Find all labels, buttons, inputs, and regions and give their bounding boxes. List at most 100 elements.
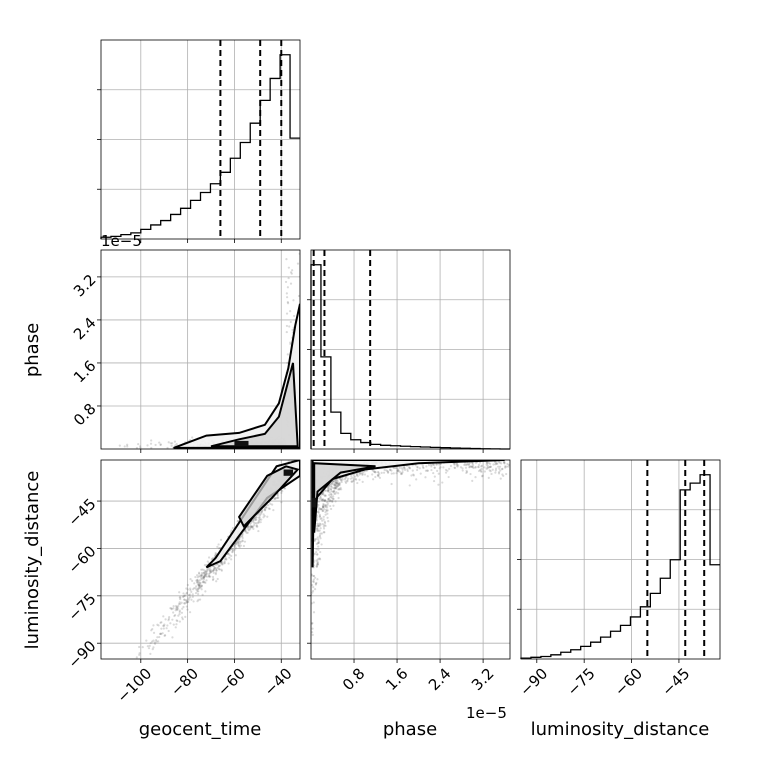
- sample-point: [237, 542, 239, 544]
- sample-point: [436, 470, 438, 472]
- sample-point: [138, 646, 140, 648]
- hist-bar: [561, 652, 571, 659]
- sample-point: [322, 503, 324, 505]
- sample-point: [202, 594, 204, 596]
- sample-point: [500, 462, 502, 464]
- sample-point: [511, 468, 513, 470]
- sample-point: [465, 467, 467, 469]
- sample-point: [186, 605, 188, 607]
- sample-point: [531, 464, 533, 466]
- sample-point: [524, 461, 526, 463]
- contours: [206, 460, 300, 567]
- sample-point: [503, 461, 505, 463]
- sample-point: [317, 530, 319, 532]
- sample-point: [109, 695, 111, 697]
- sample-point: [374, 476, 376, 478]
- sample-point: [323, 527, 325, 529]
- sample-point: [162, 615, 164, 617]
- sample-point: [494, 472, 496, 474]
- sample-point: [182, 592, 184, 594]
- sample-point: [126, 444, 128, 446]
- sample-point: [391, 473, 393, 475]
- sample-point: [286, 296, 288, 298]
- sample-point: [179, 611, 181, 613]
- sample-point: [329, 496, 331, 498]
- y-tick-label-luminosity_distance-1: −75: [64, 590, 99, 625]
- sample-point: [215, 580, 217, 582]
- x-tick-label-geocent_time-0: −100: [113, 665, 155, 707]
- sample-point: [156, 624, 158, 626]
- sample-point: [312, 586, 314, 588]
- sample-point: [197, 590, 199, 592]
- sample-point: [316, 543, 318, 545]
- sample-point: [318, 540, 320, 542]
- hist-bar: [181, 208, 191, 239]
- hist-bar: [201, 192, 211, 239]
- sample-point: [311, 628, 313, 630]
- sample-point: [195, 592, 197, 594]
- sample-point: [334, 480, 336, 482]
- sample-point: [316, 553, 318, 555]
- sample-point: [149, 645, 151, 647]
- sample-point: [399, 467, 401, 469]
- sample-point: [315, 548, 317, 550]
- sample-point: [150, 661, 152, 663]
- sample-point: [358, 479, 360, 481]
- sample-point: [498, 468, 500, 470]
- sample-point: [205, 579, 207, 581]
- sample-point: [192, 593, 194, 595]
- sample-point: [480, 471, 482, 473]
- sample-point: [197, 593, 199, 595]
- sample-point: [345, 482, 347, 484]
- sample-point: [179, 620, 181, 622]
- sample-point: [490, 466, 492, 468]
- sample-point: [289, 310, 291, 312]
- sample-point: [524, 469, 526, 471]
- sample-point: [439, 467, 441, 469]
- sample-point: [171, 619, 173, 621]
- sample-point: [341, 481, 343, 483]
- sample-point: [212, 579, 214, 581]
- sample-point: [189, 588, 191, 590]
- sample-point: [313, 611, 315, 613]
- hist-bar: [191, 200, 201, 239]
- x-tick-label-phase-2: 2.4: [425, 665, 455, 695]
- sample-point: [319, 534, 321, 536]
- sample-point: [337, 497, 339, 499]
- y-tick-label-luminosity_distance-0: −90: [64, 637, 99, 672]
- sample-point: [321, 520, 323, 522]
- sample-point: [218, 547, 220, 549]
- sample-point: [184, 616, 186, 618]
- sample-point: [331, 493, 333, 495]
- sample-point: [518, 467, 520, 469]
- sample-point: [390, 483, 392, 485]
- hist-bar: [621, 625, 631, 659]
- sample-point: [199, 579, 201, 581]
- sample-point: [173, 624, 175, 626]
- y-tick-label-luminosity_distance-2: −60: [64, 542, 99, 577]
- sample-point: [252, 528, 254, 530]
- sample-point: [362, 481, 364, 483]
- sample-point: [350, 475, 352, 477]
- sample-point: [196, 579, 198, 581]
- sample-point: [450, 465, 452, 467]
- sample-point: [340, 479, 342, 481]
- sample-point: [196, 600, 198, 602]
- hist-bar: [270, 78, 280, 239]
- sample-point: [387, 471, 389, 473]
- sample-point: [276, 497, 278, 499]
- sample-point: [244, 541, 246, 543]
- sample-point: [213, 572, 215, 574]
- sample-point: [248, 525, 250, 527]
- sample-point: [195, 585, 197, 587]
- sample-point: [80, 720, 82, 722]
- sample-point: [162, 625, 164, 627]
- sample-point: [324, 500, 326, 502]
- sample-point: [412, 470, 414, 472]
- hist-bar: [141, 229, 151, 239]
- sample-point: [513, 468, 515, 470]
- sample-point: [326, 513, 328, 515]
- sample-point: [249, 528, 251, 530]
- sample-point: [189, 578, 191, 580]
- sample-point: [150, 443, 152, 445]
